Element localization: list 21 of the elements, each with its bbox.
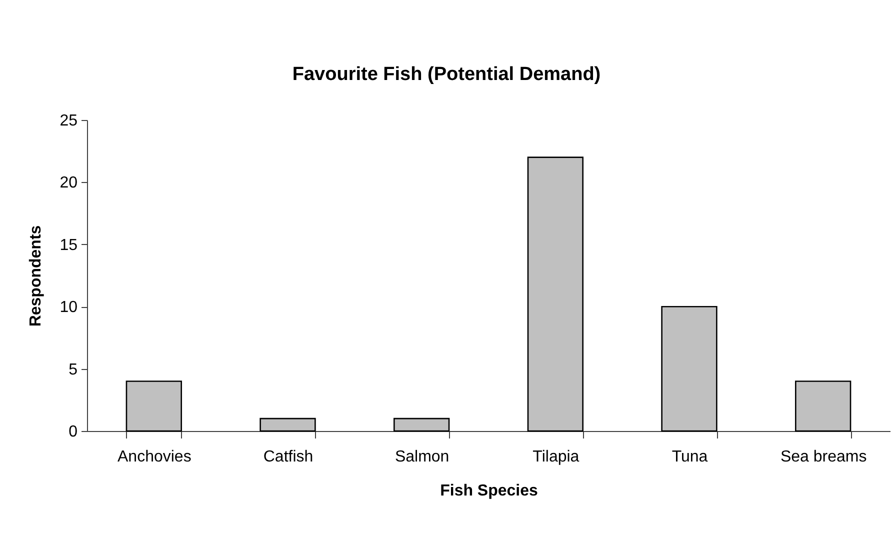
bar bbox=[527, 156, 584, 432]
chart-title: Favourite Fish (Potential Demand) bbox=[292, 64, 601, 85]
y-tick-label: 15 bbox=[60, 236, 78, 254]
x-tick-label: Tilapia bbox=[532, 448, 580, 466]
x-tick-label: Tuna bbox=[672, 448, 708, 466]
y-tick-label: 25 bbox=[60, 112, 78, 130]
y-tick-label: 20 bbox=[60, 174, 78, 192]
bar bbox=[394, 418, 450, 432]
bar bbox=[126, 380, 182, 432]
y-tick-label: 5 bbox=[68, 361, 78, 378]
x-axis-title: Fish Species bbox=[440, 482, 538, 500]
bar bbox=[795, 380, 852, 432]
x-tick-label: Anchovies bbox=[118, 448, 192, 466]
y-tick-label: 10 bbox=[60, 299, 78, 316]
x-tick-label: Sea breams bbox=[780, 448, 867, 466]
bar bbox=[260, 418, 316, 432]
y-tick-label: 0 bbox=[68, 424, 78, 440]
x-tick-label: Catfish bbox=[263, 448, 314, 466]
y-axis-title: Respondents bbox=[28, 225, 45, 327]
bar bbox=[661, 306, 718, 432]
x-tick-label: Salmon bbox=[394, 448, 450, 466]
